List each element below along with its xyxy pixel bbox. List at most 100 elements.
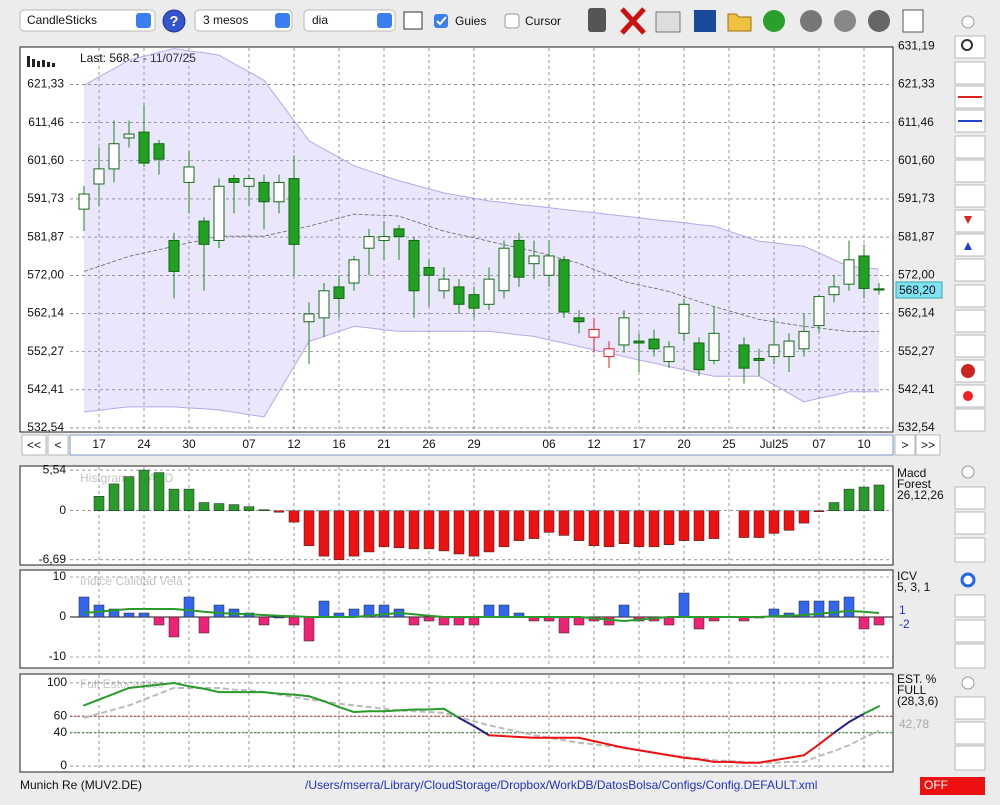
radio[interactable]	[961, 676, 975, 690]
tool-button[interactable]	[954, 696, 986, 720]
help-button[interactable]	[162, 9, 186, 33]
tool-button[interactable]	[954, 184, 986, 208]
icv-bar	[498, 604, 510, 618]
date-label: 17	[92, 437, 106, 451]
tool-button[interactable]	[954, 511, 986, 535]
macd-bar	[858, 486, 870, 511]
candle-body	[123, 133, 135, 139]
stoch-k	[608, 743, 625, 749]
tool-button[interactable]	[954, 643, 986, 669]
calendar-icon[interactable]	[902, 9, 924, 33]
help-icon: ?	[169, 13, 178, 30]
macd-bar	[258, 509, 270, 511]
candle-body	[678, 303, 690, 334]
y-tick-label: 591,73	[898, 191, 935, 205]
tool-button[interactable]	[954, 619, 986, 643]
icv-bar	[78, 596, 90, 618]
chart-icon[interactable]	[403, 11, 423, 30]
first-icon: <<	[27, 438, 41, 452]
save-icon[interactable]	[694, 10, 716, 32]
settings-icon[interactable]	[868, 10, 890, 32]
tool-button[interactable]	[954, 284, 986, 308]
tool-button[interactable]	[954, 309, 986, 333]
candle-body	[693, 342, 705, 371]
candle-body	[258, 181, 270, 203]
config-path[interactable]: /Users/mserra/Library/CloudStorage/Dropb…	[305, 778, 817, 792]
y-tick-label: 611,46	[898, 115, 934, 129]
radio[interactable]	[961, 465, 975, 479]
y-tick-label: 0	[60, 758, 67, 772]
tool-button[interactable]	[954, 486, 986, 510]
status-box[interactable]	[920, 777, 985, 795]
y-tick-label: 572,00	[27, 267, 64, 281]
tool-button[interactable]	[954, 233, 986, 257]
chart-type-select[interactable]	[19, 9, 156, 32]
refresh-icon[interactable]	[763, 10, 785, 32]
prev-icon: <	[54, 438, 61, 452]
candle-body	[498, 247, 510, 292]
candle-body	[153, 143, 165, 160]
date-label: 07	[242, 437, 256, 451]
y-tick-label: 552,27	[27, 344, 64, 358]
tool-button[interactable]	[954, 209, 986, 233]
tool-button[interactable]	[954, 721, 986, 745]
tool-button[interactable]	[954, 537, 986, 563]
tool-button[interactable]	[954, 745, 986, 771]
prev-button[interactable]	[47, 434, 69, 456]
print-icon[interactable]	[655, 11, 681, 33]
currency-icon[interactable]	[834, 10, 856, 32]
tool-button[interactable]	[954, 35, 986, 59]
y-tick-label: 10	[53, 569, 67, 583]
macd-bar	[828, 502, 840, 511]
icv-bar	[378, 604, 390, 618]
guides-checkbox[interactable]	[434, 14, 448, 28]
y-tick-label: 532,54	[898, 420, 935, 434]
candle-body	[603, 348, 615, 358]
date-label: 26	[422, 437, 436, 451]
candle-body	[273, 181, 285, 203]
stoch-k	[278, 692, 295, 696]
interval-select[interactable]	[303, 9, 396, 32]
next-button[interactable]	[894, 434, 916, 456]
tool-button[interactable]	[954, 258, 986, 282]
candle-body	[513, 239, 525, 278]
icv-bar	[558, 616, 570, 634]
macd-bar	[603, 510, 615, 548]
tool-button[interactable]	[954, 135, 986, 159]
first-button[interactable]	[21, 434, 47, 456]
stoch-k	[698, 758, 715, 763]
y-tick-label: 611,46	[28, 115, 64, 129]
check	[436, 16, 447, 26]
plots	[70, 48, 893, 771]
tool-button[interactable]	[954, 61, 986, 85]
tool-button[interactable]	[954, 159, 986, 183]
period-select[interactable]	[194, 9, 293, 32]
radio-selected[interactable]	[960, 572, 976, 588]
macd-bar	[333, 510, 345, 561]
y-tick-label: 631,19	[898, 38, 935, 52]
tool-button[interactable]	[954, 334, 986, 358]
macd-bar	[483, 510, 495, 553]
tool-button[interactable]	[954, 408, 986, 432]
next-icon: >	[901, 438, 908, 452]
y-tick-label: 542,41	[27, 382, 64, 396]
last-button[interactable]	[915, 434, 941, 456]
icv-bar	[198, 616, 210, 634]
candle-body	[453, 286, 465, 305]
delete-icon[interactable]	[620, 7, 646, 35]
cursor-checkbox[interactable]	[504, 13, 520, 29]
download-icon[interactable]	[800, 10, 822, 32]
y-tick-label: 100	[47, 675, 67, 689]
macd-bar	[468, 510, 480, 557]
stoch-k	[173, 681, 190, 688]
tool-button[interactable]	[954, 594, 986, 618]
stoch-k	[653, 751, 670, 757]
radio[interactable]	[961, 15, 975, 29]
icv-title: Indice Calidad Vela	[80, 574, 183, 588]
trash-icon[interactable]	[588, 8, 606, 32]
candle-body	[858, 255, 870, 289]
icv-label: 5, 3, 1	[897, 580, 931, 594]
stoch-k	[593, 740, 610, 746]
open-icon[interactable]	[727, 13, 752, 32]
macd-bar	[588, 510, 600, 547]
